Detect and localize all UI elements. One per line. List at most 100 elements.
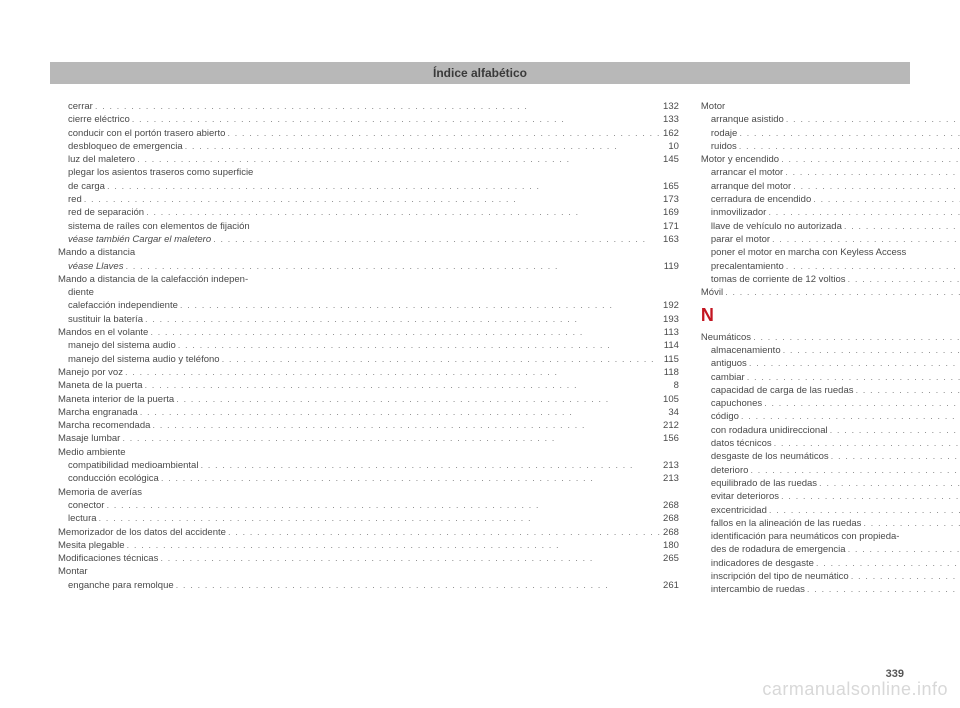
entry-page: 165 <box>663 180 679 193</box>
entry-page: 268 <box>663 499 679 512</box>
entry-label: Manejo por voz <box>58 366 123 379</box>
index-entry: equilibrado de las ruedas . . . . . . . … <box>701 477 960 490</box>
leader-dots: . . . . . . . . . . . . . . . . . . . . … <box>84 193 661 206</box>
index-entry: diente <box>58 286 679 299</box>
index-entry: cierre eléctrico . . . . . . . . . . . .… <box>58 113 679 126</box>
entry-page: 265 <box>663 552 679 565</box>
entry-label: Montar <box>58 565 88 578</box>
entry-label: compatibilidad medioambiental <box>68 459 198 472</box>
index-entry: tomas de corriente de 12 voltios . . . .… <box>701 273 960 286</box>
index-entry: arranque asistido . . . . . . . . . . . … <box>701 113 960 126</box>
entry-label: véase también Cargar el maletero <box>68 233 211 246</box>
index-entry: Marcha recomendada . . . . . . . . . . .… <box>58 419 679 432</box>
entry-label: cambiar <box>711 371 745 384</box>
index-entry: manejo del sistema audio . . . . . . . .… <box>58 339 679 352</box>
leader-dots: . . . . . . . . . . . . . . . . . . . . … <box>844 220 960 233</box>
index-entry: enganche para remolque . . . . . . . . .… <box>58 579 679 592</box>
index-entry: parar el motor . . . . . . . . . . . . .… <box>701 233 960 246</box>
leader-dots: . . . . . . . . . . . . . . . . . . . . … <box>739 140 960 153</box>
entry-label: Memorizador de los datos del accidente <box>58 526 226 539</box>
leader-dots: . . . . . . . . . . . . . . . . . . . . … <box>764 397 960 410</box>
entry-label: fallos en la alineación de las ruedas <box>711 517 862 530</box>
leader-dots: . . . . . . . . . . . . . . . . . . . . … <box>725 286 960 299</box>
entry-page: 268 <box>663 512 679 525</box>
index-entry: código . . . . . . . . . . . . . . . . .… <box>701 410 960 423</box>
entry-page: 114 <box>664 339 679 352</box>
leader-dots: . . . . . . . . . . . . . . . . . . . . … <box>750 464 960 477</box>
col-2: Motorarranque asistido . . . . . . . . .… <box>701 100 960 648</box>
leader-dots: . . . . . . . . . . . . . . . . . . . . … <box>863 517 960 530</box>
entry-page: 192 <box>663 299 679 312</box>
entry-page: 10 <box>668 140 679 153</box>
index-entry: Motor <box>701 100 960 113</box>
entry-label: con rodadura unidireccional <box>711 424 828 437</box>
entry-label: plegar los asientos traseros como superf… <box>68 166 253 179</box>
entry-page: 119 <box>664 260 679 273</box>
leader-dots: . . . . . . . . . . . . . . . . . . . . … <box>178 339 662 352</box>
leader-dots: . . . . . . . . . . . . . . . . . . . . … <box>150 326 661 339</box>
entry-page: 132 <box>663 100 679 113</box>
entry-page: 163 <box>663 233 679 246</box>
entry-page: 8 <box>674 379 679 392</box>
leader-dots: . . . . . . . . . . . . . . . . . . . . … <box>831 450 960 463</box>
index-entry: Masaje lumbar . . . . . . . . . . . . . … <box>58 432 679 445</box>
entry-label: Masaje lumbar <box>58 432 120 445</box>
entry-label: ruidos <box>711 140 737 153</box>
leader-dots: . . . . . . . . . . . . . . . . . . . . … <box>95 100 661 113</box>
index-entry: compatibilidad medioambiental . . . . . … <box>58 459 679 472</box>
index-entry: rodaje . . . . . . . . . . . . . . . . .… <box>701 127 960 140</box>
entry-page: 261 <box>663 579 679 592</box>
index-entry: precalentamiento . . . . . . . . . . . .… <box>701 260 960 273</box>
entry-label: Mando a distancia de la calefacción inde… <box>58 273 248 286</box>
leader-dots: . . . . . . . . . . . . . . . . . . . . … <box>107 180 661 193</box>
index-entry: Montar <box>58 565 679 578</box>
leader-dots: . . . . . . . . . . . . . . . . . . . . … <box>160 552 661 565</box>
entry-page: 105 <box>663 393 679 406</box>
entry-label: indicadores de desgaste <box>711 557 814 570</box>
entry-label: antiguos <box>711 357 747 370</box>
entry-label: arranque asistido <box>711 113 784 126</box>
entry-label: Mesita plegable <box>58 539 125 552</box>
leader-dots: . . . . . . . . . . . . . . . . . . . . … <box>125 260 661 273</box>
index-entry: lectura . . . . . . . . . . . . . . . . … <box>58 512 679 525</box>
leader-dots: . . . . . . . . . . . . . . . . . . . . … <box>741 410 960 423</box>
entry-label: Memoria de averías <box>58 486 142 499</box>
entry-label: rodaje <box>711 127 737 140</box>
index-entry: Motor y encendido . . . . . . . . . . . … <box>701 153 960 166</box>
leader-dots: . . . . . . . . . . . . . . . . . . . . … <box>99 512 662 525</box>
leader-dots: . . . . . . . . . . . . . . . . . . . . … <box>180 299 661 312</box>
index-entry: Maneta de la puerta . . . . . . . . . . … <box>58 379 679 392</box>
entry-label: Maneta de la puerta <box>58 379 143 392</box>
entry-page: 213 <box>663 472 679 485</box>
index-entry: red de separación . . . . . . . . . . . … <box>58 206 679 219</box>
index-entry: intercambio de ruedas . . . . . . . . . … <box>701 583 960 596</box>
index-entry: red . . . . . . . . . . . . . . . . . . … <box>58 193 679 206</box>
leader-dots: . . . . . . . . . . . . . . . . . . . . … <box>813 193 960 206</box>
entry-label: Móvil <box>701 286 723 299</box>
entry-label: Marcha engranada <box>58 406 138 419</box>
leader-dots: . . . . . . . . . . . . . . . . . . . . … <box>176 393 661 406</box>
entry-page: 171 <box>663 220 679 233</box>
entry-label: sistema de raíles con elementos de fijac… <box>68 220 250 233</box>
leader-dots: . . . . . . . . . . . . . . . . . . . . … <box>176 579 661 592</box>
index-entry: Mandos en el volante . . . . . . . . . .… <box>58 326 679 339</box>
leader-dots: . . . . . . . . . . . . . . . . . . . . … <box>161 472 661 485</box>
entry-label: red <box>68 193 82 206</box>
index-entry: Modificaciones técnicas . . . . . . . . … <box>58 552 679 565</box>
entry-label: cerradura de encendido <box>711 193 811 206</box>
leader-dots: . . . . . . . . . . . . . . . . . . . . … <box>769 504 960 517</box>
leader-dots: . . . . . . . . . . . . . . . . . . . . … <box>781 153 960 166</box>
entry-label: código <box>711 410 739 423</box>
index-entry: identificación para neumáticos con propi… <box>701 530 960 543</box>
index-entry: desbloqueo de emergencia . . . . . . . .… <box>58 140 679 153</box>
index-entry: calefacción independiente . . . . . . . … <box>58 299 679 312</box>
entry-label: desbloqueo de emergencia <box>68 140 183 153</box>
entry-page: 145 <box>663 153 679 166</box>
index-entry: de carga . . . . . . . . . . . . . . . .… <box>58 180 679 193</box>
entry-label: red de separación <box>68 206 144 219</box>
entry-page: 213 <box>663 459 679 472</box>
entry-label: conducción ecológica <box>68 472 159 485</box>
leader-dots: . . . . . . . . . . . . . . . . . . . . … <box>856 384 960 397</box>
entry-label: véase Llaves <box>68 260 123 273</box>
leader-dots: . . . . . . . . . . . . . . . . . . . . … <box>753 331 960 344</box>
